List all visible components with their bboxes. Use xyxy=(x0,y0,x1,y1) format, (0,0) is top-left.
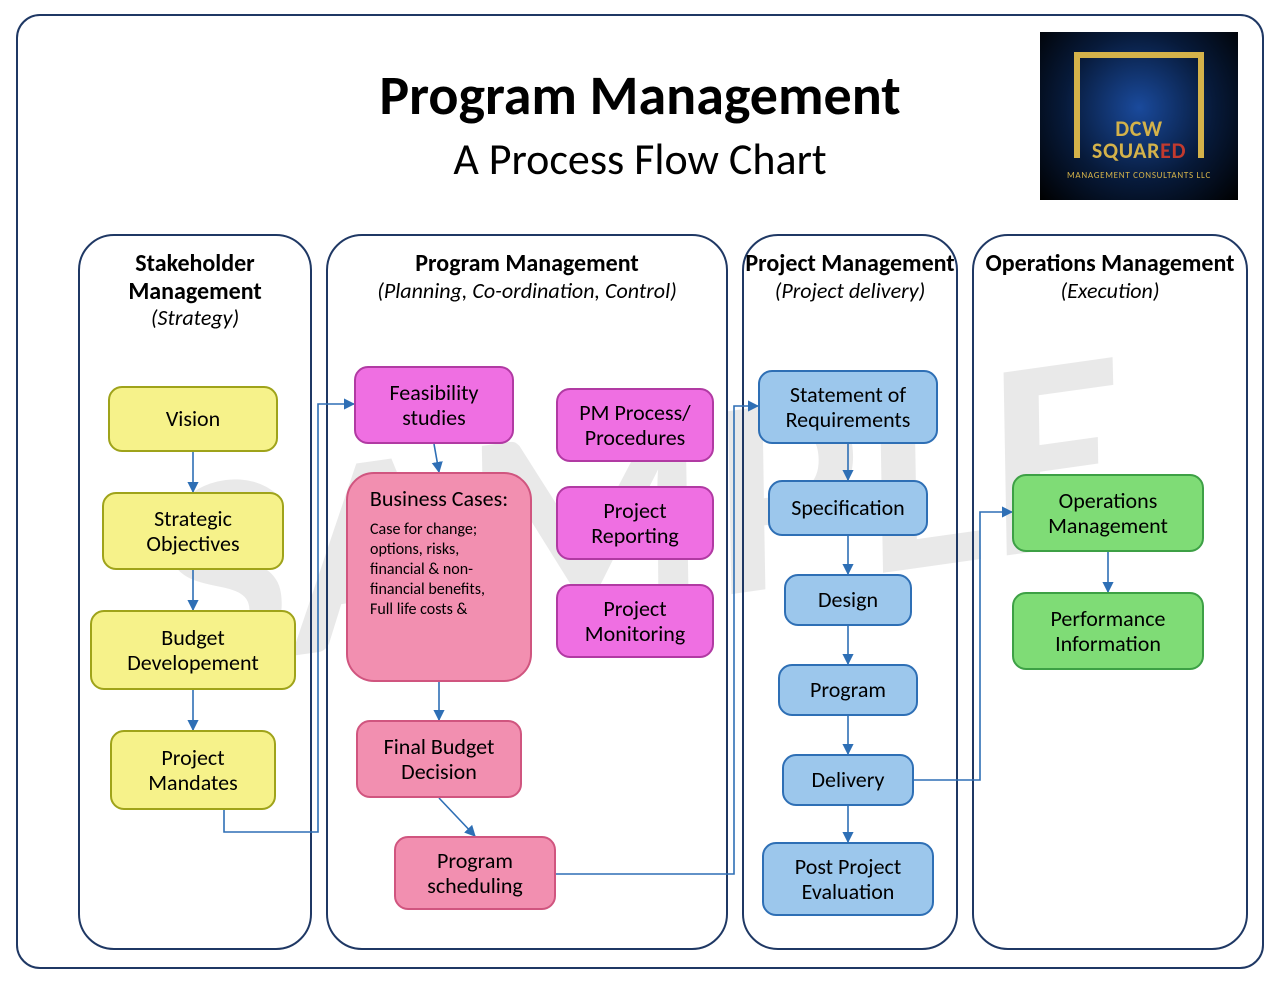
lane-subtitle: (Execution) xyxy=(974,278,1246,303)
node-feasibility-studies: Feasibility studies xyxy=(354,366,514,444)
node-final-budget-decision: Final Budget Decision xyxy=(356,720,522,798)
node-project-reporting: Project Reporting xyxy=(556,486,714,560)
node-vision: Vision xyxy=(108,386,278,452)
node-business-cases: Business Cases: Case for change; options… xyxy=(346,472,532,682)
node-post-project-evaluation: Post Project Evaluation xyxy=(762,842,934,916)
lane-title: Operations Management xyxy=(974,250,1246,278)
node-project-monitoring: Project Monitoring xyxy=(556,584,714,658)
lane-stakeholder: Stakeholder Management (Strategy) xyxy=(78,234,312,950)
node-pm-process-procedures: PM Process/ Procedures xyxy=(556,388,714,462)
node-specification: Specification xyxy=(768,480,928,536)
node-program: Program xyxy=(778,664,918,716)
node-program-scheduling: Program scheduling xyxy=(394,836,556,910)
lane-subtitle: (Planning, Co-ordination, Control) xyxy=(328,278,726,303)
node-strategic-objectives: Strategic Objectives xyxy=(102,492,284,570)
lane-title: Program Management xyxy=(328,250,726,278)
node-design: Design xyxy=(784,574,912,626)
page-subtitle: A Process Flow Chart xyxy=(18,132,1262,186)
node-performance-information: Performance Information xyxy=(1012,592,1204,670)
node-statement-of-requirements: Statement of Requirements xyxy=(758,370,938,444)
node-delivery: Delivery xyxy=(782,754,914,806)
lane-title: Stakeholder Management xyxy=(80,250,310,305)
lane-title: Project Management xyxy=(744,250,956,278)
title-block: Program Management A Process Flow Chart xyxy=(18,62,1262,186)
node-operations-management: Operations Management xyxy=(1012,474,1204,552)
node-budget-development: Budget Developement xyxy=(90,610,296,690)
page-title: Program Management xyxy=(18,62,1262,130)
page-frame: SAMPLE DCW SQUARED MANAGEMENT CONSULTANT… xyxy=(16,14,1264,969)
lane-subtitle: (Strategy) xyxy=(80,305,310,330)
lane-subtitle: (Project delivery) xyxy=(744,278,956,303)
node-project-mandates: Project Mandates xyxy=(110,730,276,810)
